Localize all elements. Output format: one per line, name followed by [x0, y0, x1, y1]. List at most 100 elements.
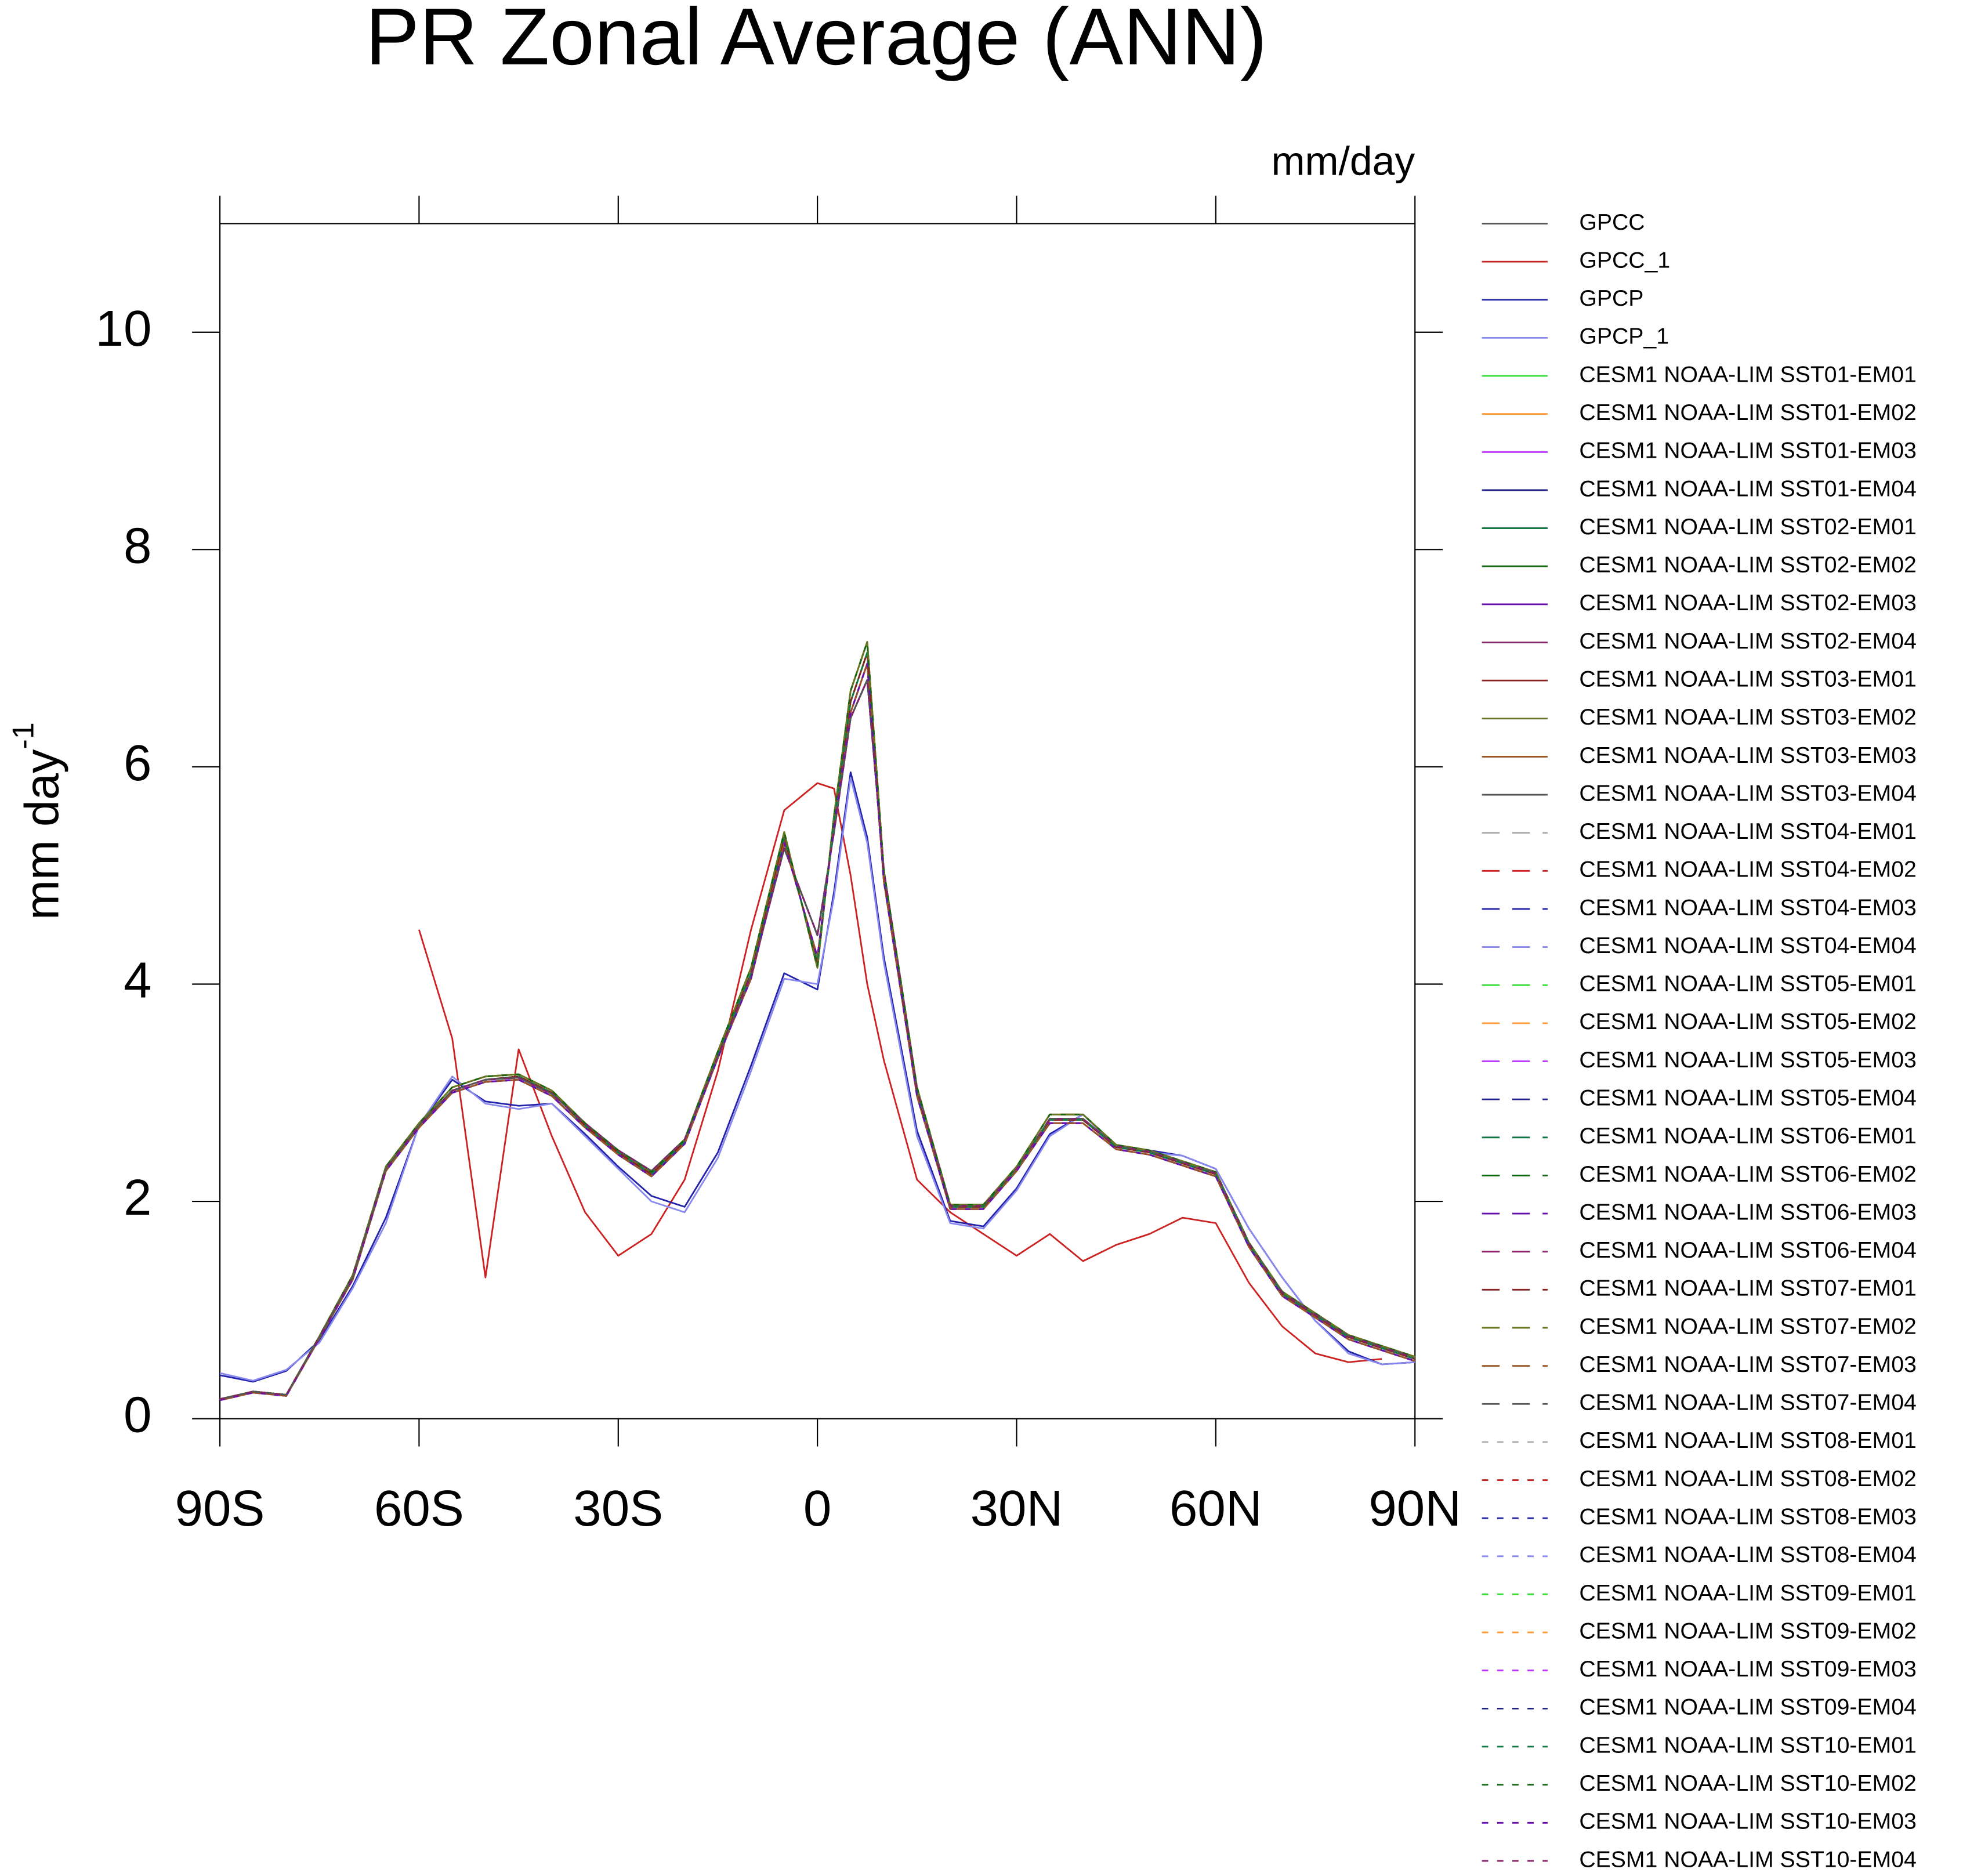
legend-label: CESM1 NOAA-LIM SST02-EM04 — [1579, 629, 1916, 654]
legend-label: GPCP_1 — [1579, 324, 1669, 349]
series-line — [219, 641, 1415, 1400]
series-line — [219, 662, 1415, 1401]
series-line — [219, 679, 1415, 1400]
series-line — [219, 679, 1415, 1400]
y-tick-label: 4 — [124, 953, 151, 1009]
series-line — [219, 679, 1415, 1400]
series-line — [219, 641, 1415, 1400]
legend-label: CESM1 NOAA-LIM SST10-EM04 — [1579, 1847, 1916, 1872]
x-tick-label: 60S — [374, 1480, 464, 1537]
y-tick-label: 0 — [124, 1387, 151, 1443]
legend-label: CESM1 NOAA-LIM SST05-EM02 — [1579, 1009, 1916, 1034]
legend-label: CESM1 NOAA-LIM SST02-EM01 — [1579, 515, 1916, 539]
legend-label: CESM1 NOAA-LIM SST05-EM04 — [1579, 1086, 1916, 1111]
legend-label: CESM1 NOAA-LIM SST06-EM01 — [1579, 1124, 1916, 1149]
series-line — [219, 641, 1415, 1400]
legend-label: CESM1 NOAA-LIM SST04-EM01 — [1579, 819, 1916, 844]
legend-label: CESM1 NOAA-LIM SST10-EM02 — [1579, 1771, 1916, 1796]
series-line — [219, 651, 1415, 1400]
chart-title: PR Zonal Average (ANN) — [365, 0, 1267, 82]
legend-label: CESM1 NOAA-LIM SST08-EM02 — [1579, 1466, 1916, 1491]
y-axis-label-text: mm day — [15, 749, 68, 920]
legend-label: CESM1 NOAA-LIM SST07-EM04 — [1579, 1390, 1916, 1415]
series-line — [219, 641, 1415, 1400]
legend-label: CESM1 NOAA-LIM SST06-EM02 — [1579, 1162, 1916, 1187]
legend-label: CESM1 NOAA-LIM SST03-EM01 — [1579, 667, 1916, 691]
series-line — [219, 679, 1415, 1400]
series-line — [219, 679, 1415, 1400]
x-tick-label: 30S — [573, 1480, 663, 1537]
y-tick-label: 6 — [124, 735, 151, 791]
legend-label: CESM1 NOAA-LIM SST10-EM01 — [1579, 1733, 1916, 1758]
legend-label: CESM1 NOAA-LIM SST09-EM04 — [1579, 1695, 1916, 1720]
series-line — [219, 651, 1415, 1400]
series-line — [219, 651, 1415, 1400]
series-line — [219, 651, 1415, 1400]
legend-label: GPCC — [1579, 210, 1645, 235]
legend-label: CESM1 NOAA-LIM SST09-EM01 — [1579, 1581, 1916, 1606]
series-line — [219, 679, 1415, 1400]
series-line — [219, 662, 1415, 1401]
y-tick-label: 8 — [124, 517, 151, 574]
legend-label: CESM1 NOAA-LIM SST08-EM04 — [1579, 1542, 1916, 1567]
series-line — [219, 771, 1415, 1383]
series-line — [219, 651, 1415, 1400]
series-line — [219, 662, 1415, 1401]
series-line — [219, 641, 1415, 1400]
legend-label: CESM1 NOAA-LIM SST01-EM02 — [1579, 400, 1916, 425]
legend-label: CESM1 NOAA-LIM SST07-EM02 — [1579, 1314, 1916, 1339]
series-line — [219, 662, 1415, 1401]
series-line — [219, 662, 1415, 1401]
legend-label: CESM1 NOAA-LIM SST04-EM04 — [1579, 933, 1916, 958]
legend-label: CESM1 NOAA-LIM SST02-EM03 — [1579, 591, 1916, 615]
series-line — [219, 679, 1415, 1400]
legend-label: CESM1 NOAA-LIM SST05-EM03 — [1579, 1048, 1916, 1073]
legend-label: CESM1 NOAA-LIM SST01-EM03 — [1579, 439, 1916, 463]
series-line — [219, 641, 1415, 1400]
series-line — [219, 777, 1415, 1382]
legend-label: CESM1 NOAA-LIM SST07-EM01 — [1579, 1276, 1916, 1301]
legend-label: CESM1 NOAA-LIM SST09-EM02 — [1579, 1618, 1916, 1643]
series-line — [219, 651, 1415, 1400]
legend-label: CESM1 NOAA-LIM SST02-EM02 — [1579, 553, 1916, 578]
legend-label: CESM1 NOAA-LIM SST01-EM01 — [1579, 362, 1916, 387]
series-line — [418, 782, 1382, 1363]
series-line — [219, 662, 1415, 1401]
x-tick-label: 90N — [1368, 1480, 1461, 1537]
legend-label: CESM1 NOAA-LIM SST10-EM03 — [1579, 1809, 1916, 1834]
series-line — [219, 679, 1415, 1400]
series-line — [219, 679, 1415, 1400]
legend-label: CESM1 NOAA-LIM SST03-EM04 — [1579, 781, 1916, 806]
legend-label: CESM1 NOAA-LIM SST08-EM01 — [1579, 1428, 1916, 1453]
legend-label: CESM1 NOAA-LIM SST07-EM03 — [1579, 1352, 1916, 1377]
x-tick-label: 0 — [803, 1480, 831, 1537]
legend-label: GPCP — [1579, 286, 1643, 311]
units-label: mm/day — [1271, 139, 1415, 184]
series-line — [219, 651, 1415, 1400]
series-line — [219, 651, 1415, 1400]
y-axis-label-sup: -1 — [6, 722, 40, 749]
legend-label: CESM1 NOAA-LIM SST01-EM04 — [1579, 476, 1916, 501]
plot-frame — [219, 223, 1416, 1419]
series-line — [219, 662, 1415, 1401]
series-line — [219, 651, 1415, 1400]
series-line — [219, 651, 1415, 1400]
y-axis-label: mm day-1 — [6, 722, 68, 920]
y-tick-label: 10 — [96, 300, 152, 357]
legend-label: CESM1 NOAA-LIM SST04-EM03 — [1579, 895, 1916, 920]
series-line — [219, 662, 1415, 1401]
series-line — [219, 641, 1415, 1400]
legend-label: CESM1 NOAA-LIM SST06-EM03 — [1579, 1200, 1916, 1225]
x-tick-label: 30N — [970, 1480, 1063, 1537]
legend-label: CESM1 NOAA-LIM SST05-EM01 — [1579, 972, 1916, 997]
legend-label: CESM1 NOAA-LIM SST04-EM02 — [1579, 857, 1916, 882]
legend-label: CESM1 NOAA-LIM SST09-EM03 — [1579, 1657, 1916, 1682]
series-line — [219, 679, 1415, 1400]
y-tick-label: 2 — [124, 1169, 151, 1226]
x-tick-label: 60N — [1169, 1480, 1262, 1537]
series-line — [219, 662, 1415, 1401]
series-line — [219, 651, 1415, 1400]
series-line — [219, 641, 1415, 1400]
legend-label: CESM1 NOAA-LIM SST08-EM03 — [1579, 1505, 1916, 1530]
